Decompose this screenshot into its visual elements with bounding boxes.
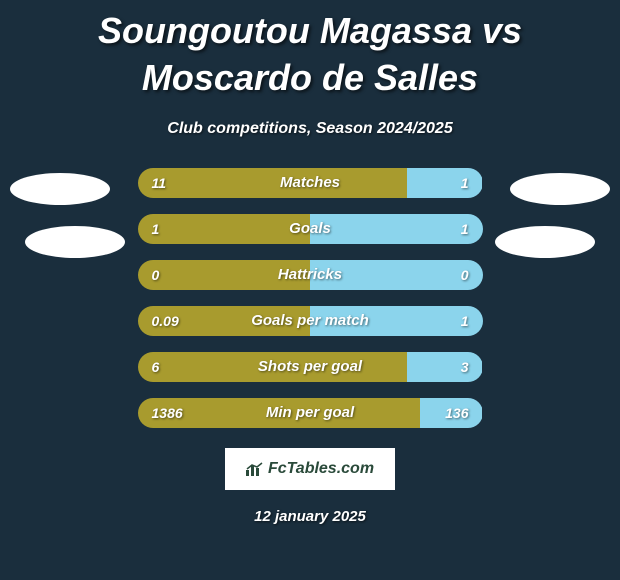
logo: FcTables.com <box>246 460 374 478</box>
stat-row: 63Shots per goal <box>138 352 483 382</box>
stat-label: Hattricks <box>138 266 483 283</box>
stat-label: Goals <box>138 220 483 237</box>
stat-label: Shots per goal <box>138 358 483 375</box>
stat-row: 1386136Min per goal <box>138 398 483 428</box>
date-text: 12 january 2025 <box>0 508 620 525</box>
stat-row: 111Matches <box>138 168 483 198</box>
stats-container: 111Matches 11Goals 00Hattricks 0.091Goals p… <box>138 168 483 428</box>
logo-text: FcTables.com <box>268 460 374 478</box>
avatar-right-1 <box>510 173 610 205</box>
chart-icon <box>246 462 264 476</box>
page-title: Soungoutou Magassa vs Moscardo de Salles <box>0 0 620 102</box>
subtitle: Club competitions, Season 2024/2025 <box>0 120 620 138</box>
avatar-left-1 <box>10 173 110 205</box>
logo-box: FcTables.com <box>225 448 395 490</box>
stat-label: Matches <box>138 174 483 191</box>
stat-label: Goals per match <box>138 312 483 329</box>
stat-row: 00Hattricks <box>138 260 483 290</box>
stat-row: 11Goals <box>138 214 483 244</box>
avatar-right-2 <box>495 226 595 258</box>
avatar-left-2 <box>25 226 125 258</box>
stat-label: Min per goal <box>138 404 483 421</box>
stat-row: 0.091Goals per match <box>138 306 483 336</box>
